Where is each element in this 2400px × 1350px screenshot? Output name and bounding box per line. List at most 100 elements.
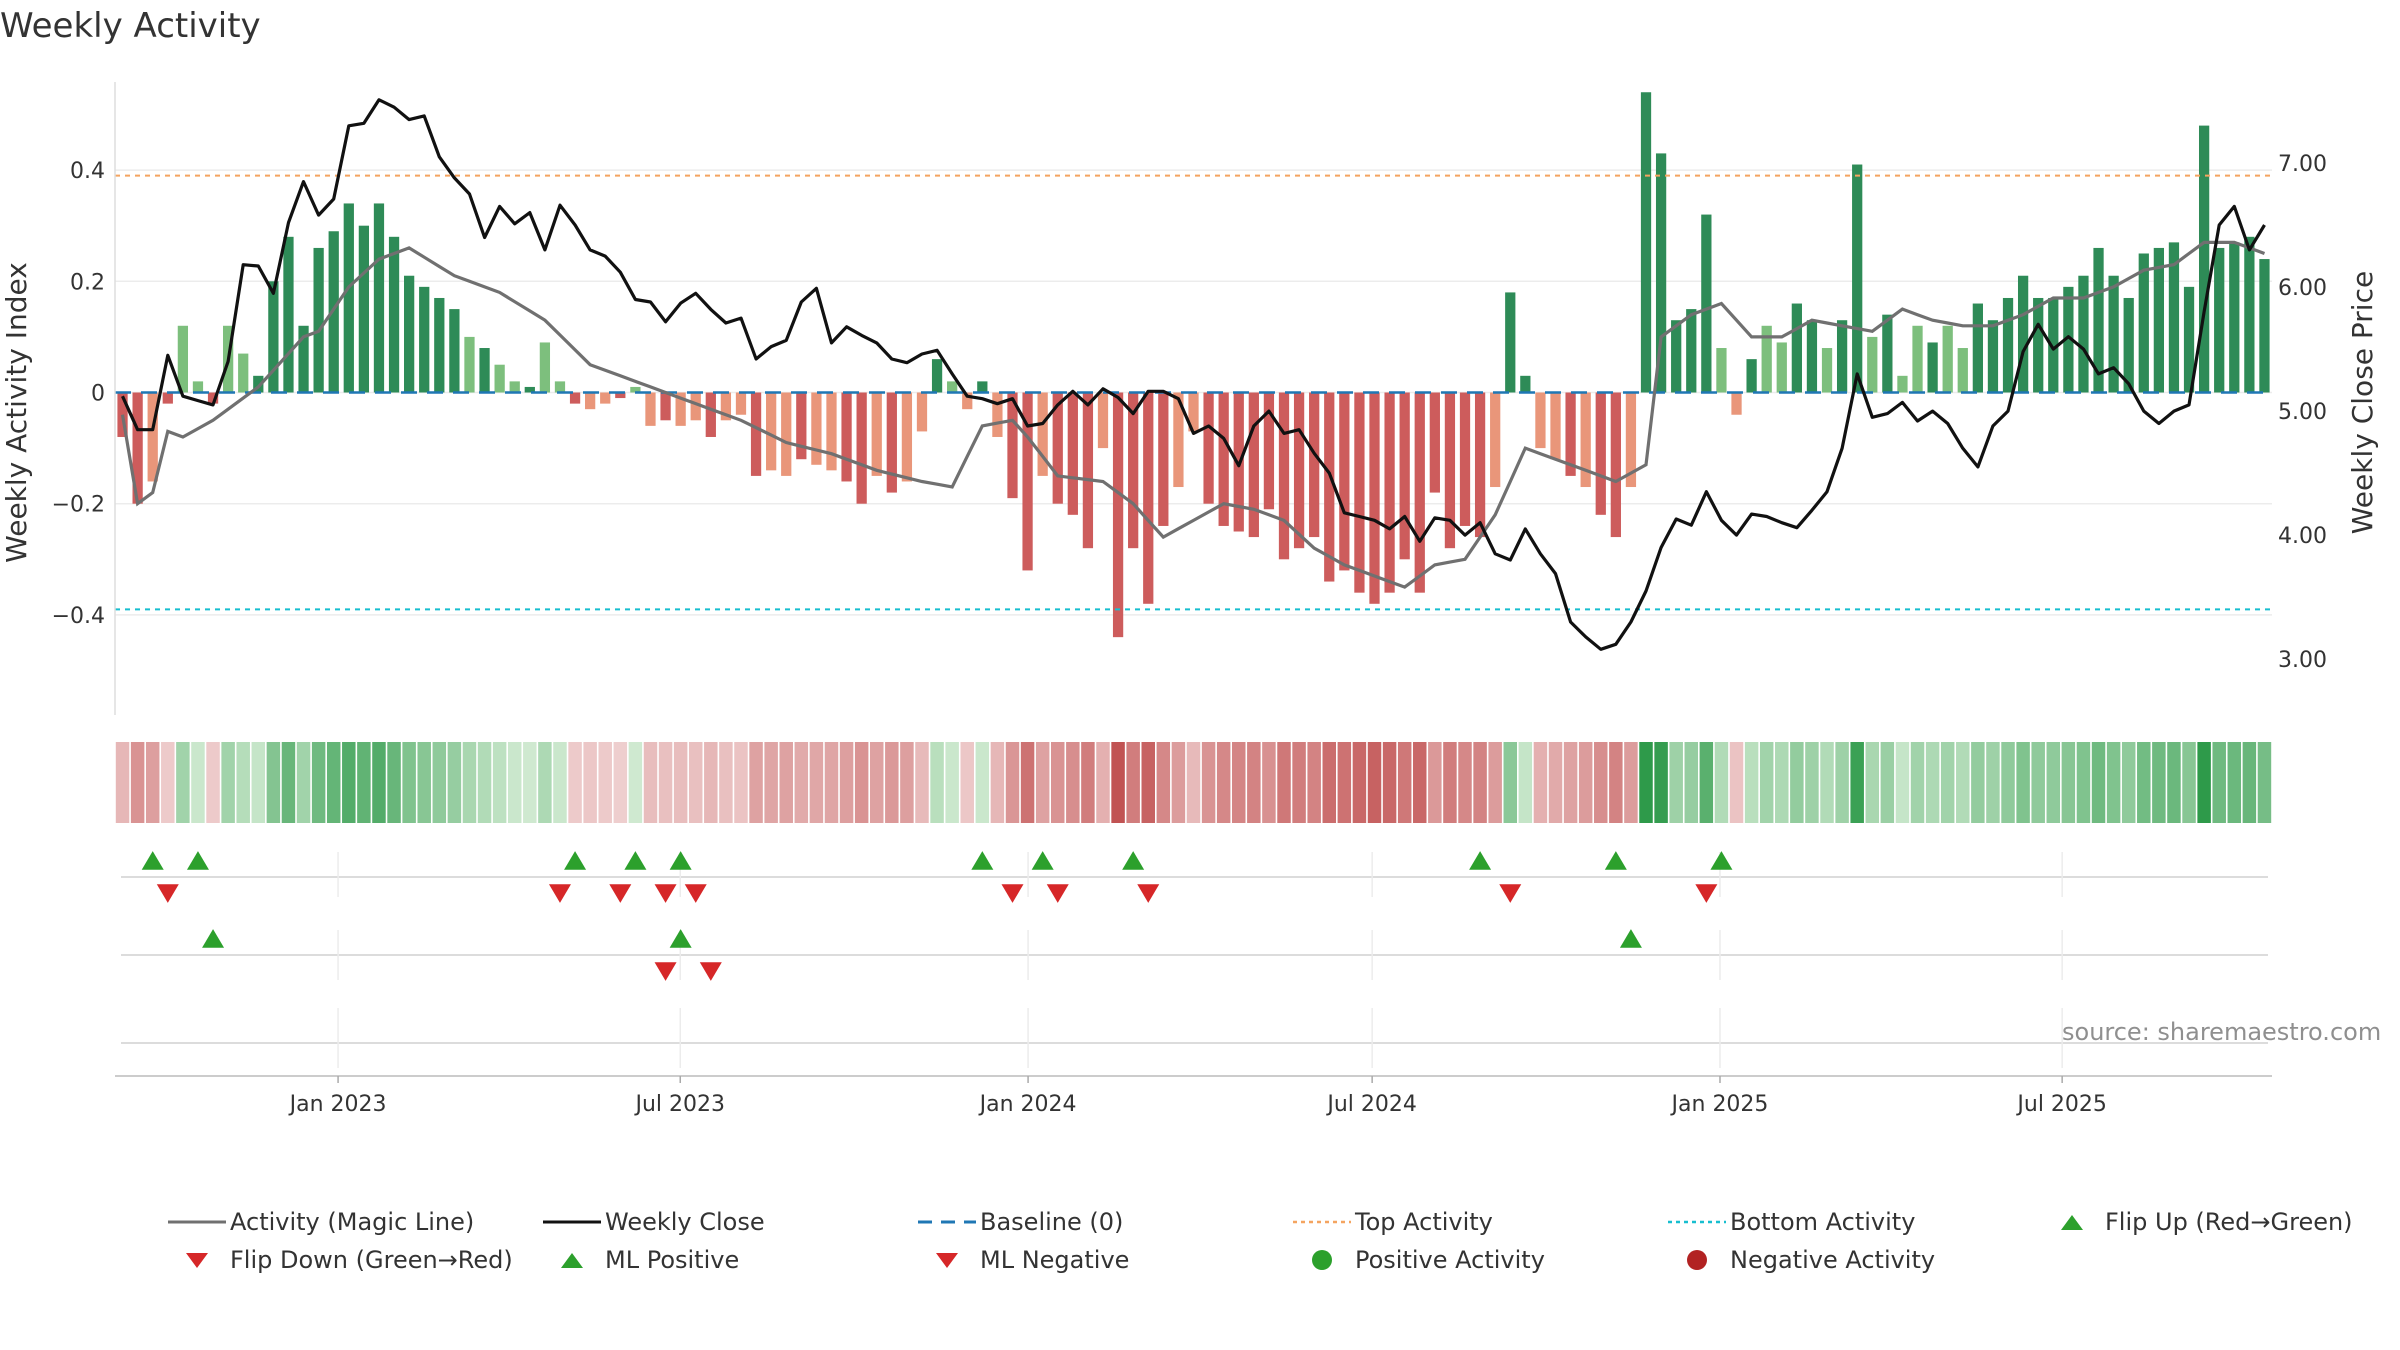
activity-bar xyxy=(886,392,897,493)
activity-bar xyxy=(1867,336,1878,393)
activity-bar xyxy=(1987,320,1999,393)
heat-strip-cell xyxy=(1835,742,1849,823)
flip-up-marker xyxy=(1031,851,1054,870)
flip-up-marker xyxy=(1122,851,1145,870)
activity-bar xyxy=(1535,392,1546,449)
flip-up-marker xyxy=(564,851,587,870)
activity-bar xyxy=(2017,275,2029,393)
heat-strip-cell xyxy=(1307,742,1321,823)
activity-bar xyxy=(373,203,385,393)
heat-strip-cell xyxy=(115,742,130,823)
activity-bar xyxy=(826,392,837,471)
heat-strip-cell xyxy=(161,742,175,823)
activity-bar xyxy=(1580,392,1591,488)
activity-bar xyxy=(720,392,732,421)
heat-strip-cell xyxy=(1578,742,1593,823)
heat-strip-cell xyxy=(1413,742,1427,823)
heat-strip-cell xyxy=(477,742,492,823)
activity-bar xyxy=(298,325,309,393)
flip-down-marker xyxy=(1001,884,1024,903)
heat-strip-cell xyxy=(1910,742,1925,823)
activity-bar xyxy=(630,386,641,393)
activity-bars xyxy=(117,92,2270,638)
flip-up-marker xyxy=(624,851,647,870)
activity-bar xyxy=(1791,303,1802,393)
activity-bar xyxy=(977,381,988,393)
legend-label: Top Activity xyxy=(1355,1208,1493,1236)
activity-bar xyxy=(947,381,958,393)
legend-label: Negative Activity xyxy=(1730,1246,1936,1274)
activity-bar xyxy=(1490,392,1501,488)
heat-strip-cell xyxy=(643,742,658,823)
heat-strip-cell xyxy=(1759,742,1774,823)
activity-bar xyxy=(1112,392,1124,638)
activity-bar xyxy=(1128,392,1139,549)
magic-line-series xyxy=(120,240,2266,589)
activity-bar xyxy=(735,392,747,415)
heat-strip-cell xyxy=(1262,742,1276,823)
heat-strip-cell xyxy=(236,742,250,823)
activity-bar xyxy=(147,392,158,482)
activity-bar xyxy=(1882,314,1893,393)
heat-strip-cell xyxy=(779,742,793,823)
heat-strip-cell xyxy=(357,742,371,823)
heat-strip-cell xyxy=(492,742,507,823)
heat-strip-cell xyxy=(1609,742,1623,823)
legend-label: Weekly Close xyxy=(605,1208,765,1236)
heat-strip-cell xyxy=(1367,742,1382,823)
legend-item: Flip Up (Red→Green) xyxy=(2039,1208,2353,1236)
heat-strip-cell xyxy=(1443,742,1457,823)
heat-strip-cell xyxy=(1458,742,1472,823)
source-note: source: sharemaestro.com xyxy=(2062,1018,2382,1046)
weekly-close-series xyxy=(121,98,2266,651)
activity-bar xyxy=(1520,375,1531,393)
heat-strip-cell xyxy=(538,742,552,823)
activity-bar xyxy=(962,392,973,410)
activity-bar xyxy=(1384,392,1395,593)
activity-bar xyxy=(1942,325,1953,393)
legend-symbol-icon xyxy=(1293,1220,1351,1224)
heat-strip-cell xyxy=(281,742,296,823)
activity-bar xyxy=(2108,275,2119,393)
heat-strip-cell xyxy=(1563,742,1578,823)
heat-strip-cell xyxy=(915,742,929,823)
legend-item: Positive Activity xyxy=(1289,1246,1545,1274)
activity-bar xyxy=(1655,153,1667,393)
heat-strip-cell xyxy=(673,742,688,823)
heat-strip-cell xyxy=(1714,742,1729,823)
activity-bar xyxy=(1293,392,1305,549)
legend-label: Flip Down (Green→Red) xyxy=(230,1246,513,1274)
y-tick-right-label: 6.00 xyxy=(2278,276,2327,301)
heat-strip-cell xyxy=(2212,742,2226,823)
heat-strip-cell xyxy=(598,742,612,823)
activity-bar xyxy=(2214,247,2225,393)
heat-strip-cell xyxy=(1352,742,1367,823)
activity-bar xyxy=(660,392,671,421)
heat-strip-cell xyxy=(1699,742,1714,823)
ml-negative-marker xyxy=(699,962,722,981)
heat-strip-cell xyxy=(1639,742,1653,823)
heat-strip-cell xyxy=(930,742,944,823)
legend-symbol-icon xyxy=(543,1220,601,1224)
activity-bar xyxy=(313,247,324,393)
heat-strip-cell xyxy=(1518,742,1533,823)
heat-strip-cell xyxy=(1956,742,1970,823)
activity-bar xyxy=(901,392,913,482)
activity-bar xyxy=(1037,392,1048,476)
legend-item: Weekly Close xyxy=(539,1208,765,1236)
activity-bar xyxy=(675,392,686,426)
heat-strip-cell xyxy=(1729,742,1744,823)
heat-strip-cell xyxy=(1322,742,1336,823)
activity-bar xyxy=(1248,392,1259,538)
y-tick-left-label: −0.4 xyxy=(52,604,105,629)
heat-strip-cell xyxy=(960,742,974,823)
heat-strip-cell xyxy=(372,742,386,823)
heat-strip-cell xyxy=(2001,742,2015,823)
activity-bar xyxy=(2229,242,2240,393)
activity-bar xyxy=(1143,392,1154,604)
activity-bar xyxy=(554,381,566,393)
activity-bar xyxy=(2002,297,2014,393)
heat-strip-cell xyxy=(2076,742,2091,823)
ml-positive-marker xyxy=(202,929,225,948)
y-tick-left-label: 0.4 xyxy=(70,159,105,184)
